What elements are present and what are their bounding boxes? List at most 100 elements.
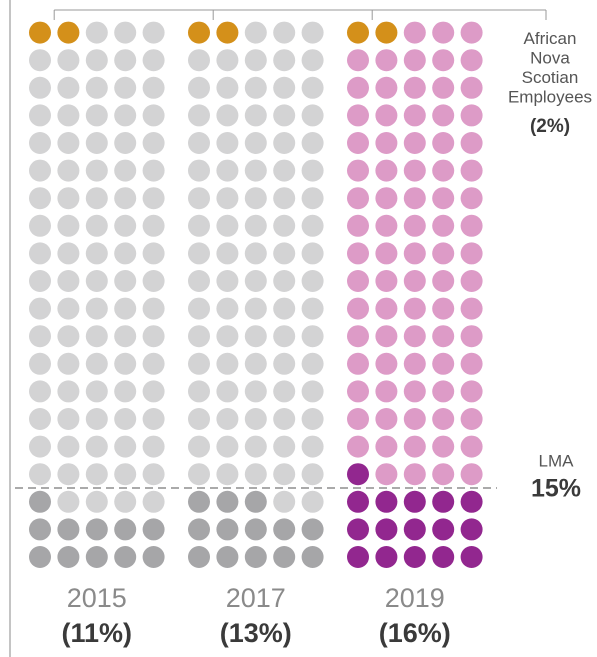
dot	[57, 49, 80, 72]
dot	[375, 546, 398, 568]
dot	[375, 214, 398, 237]
dot	[29, 352, 51, 375]
dot	[432, 159, 455, 182]
dot	[347, 463, 369, 486]
dot	[142, 76, 165, 99]
dot	[188, 187, 210, 210]
dot	[85, 518, 108, 541]
dot	[375, 132, 398, 154]
dot	[188, 49, 210, 72]
dot	[57, 352, 80, 375]
dot	[188, 325, 210, 348]
dot	[273, 76, 296, 99]
dot	[403, 325, 426, 348]
ans-value-label: (2%)	[530, 116, 570, 137]
dot	[347, 270, 369, 292]
dot	[29, 214, 51, 237]
dot	[216, 325, 239, 348]
dot	[273, 270, 296, 292]
dot	[375, 76, 398, 99]
dot	[85, 490, 108, 513]
dot	[403, 49, 426, 72]
dot	[114, 187, 137, 210]
dot	[85, 380, 108, 403]
dot	[432, 76, 455, 99]
dot	[216, 76, 239, 99]
dot	[216, 242, 239, 265]
dot	[114, 21, 137, 44]
dot	[57, 187, 80, 210]
dot	[57, 380, 80, 403]
dot	[188, 242, 210, 265]
dot	[460, 546, 483, 568]
dot	[460, 490, 483, 513]
dot	[403, 435, 426, 458]
dot	[432, 21, 455, 44]
year-label: 2017	[226, 583, 286, 613]
dot	[301, 187, 324, 210]
dot	[114, 325, 137, 348]
dot	[403, 270, 426, 292]
dot	[273, 490, 296, 513]
dot	[57, 408, 80, 430]
dot	[216, 463, 239, 486]
dot	[85, 49, 108, 72]
dot	[301, 270, 324, 292]
dot	[188, 132, 210, 154]
dot	[375, 21, 398, 44]
dot	[244, 242, 267, 265]
dot	[29, 242, 51, 265]
lma-label: LMA	[539, 451, 575, 470]
dot	[57, 132, 80, 154]
dot	[114, 49, 137, 72]
dot	[216, 187, 239, 210]
dot	[460, 104, 483, 127]
dot	[375, 242, 398, 265]
dot	[460, 325, 483, 348]
dot	[29, 270, 51, 292]
dot	[432, 297, 455, 320]
dot	[347, 325, 369, 348]
dot	[301, 352, 324, 375]
dot	[403, 187, 426, 210]
dot	[403, 104, 426, 127]
percent-label: (11%)	[62, 618, 133, 648]
dot	[432, 104, 455, 127]
dot	[216, 408, 239, 430]
dot	[85, 270, 108, 292]
dot	[114, 76, 137, 99]
dot	[273, 104, 296, 127]
dot	[460, 214, 483, 237]
dot	[347, 187, 369, 210]
dot	[301, 297, 324, 320]
dot	[57, 490, 80, 513]
dot	[188, 297, 210, 320]
dot	[375, 352, 398, 375]
dot	[301, 21, 324, 44]
dot	[188, 380, 210, 403]
dot	[29, 49, 51, 72]
dot	[273, 463, 296, 486]
dot	[188, 518, 210, 541]
dot	[85, 159, 108, 182]
dot	[432, 187, 455, 210]
dot	[432, 546, 455, 568]
dot	[460, 380, 483, 403]
dot	[375, 380, 398, 403]
dot	[273, 380, 296, 403]
dot	[142, 187, 165, 210]
dot	[301, 104, 324, 127]
dot	[432, 463, 455, 486]
dot	[188, 76, 210, 99]
dot	[188, 408, 210, 430]
dot	[142, 435, 165, 458]
dot	[403, 132, 426, 154]
dot	[142, 104, 165, 127]
dot	[244, 463, 267, 486]
dot	[273, 21, 296, 44]
dot	[403, 518, 426, 541]
dot	[301, 435, 324, 458]
dot	[301, 490, 324, 513]
dot	[403, 214, 426, 237]
dot	[460, 297, 483, 320]
